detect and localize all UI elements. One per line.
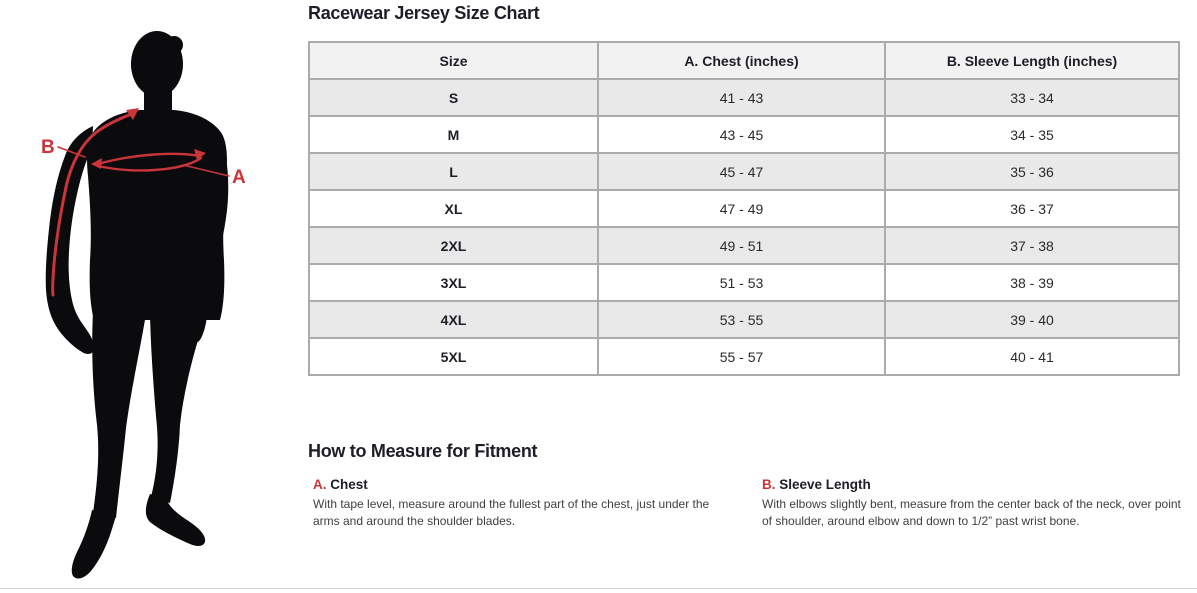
- chest-subheading: A. Chest: [313, 477, 735, 492]
- table-header-row: Size A. Chest (inches) B. Sleeve Length …: [308, 41, 1180, 80]
- measure-section-chest: A. Chest With tape level, measure around…: [313, 477, 735, 531]
- chest-key-letter: A.: [313, 477, 327, 492]
- sleeve-arrowhead: [126, 108, 139, 120]
- size-value: 4XL: [308, 300, 599, 339]
- sleeve-subheading-text: Sleeve Length: [779, 477, 871, 492]
- size-value: 3XL: [308, 263, 599, 302]
- sleeve-value: 34 - 35: [884, 115, 1180, 154]
- measure-section-sleeve: B. Sleeve Length With elbows slightly be…: [762, 477, 1184, 531]
- table-row: 3XL 51 - 53 38 - 39: [308, 263, 1180, 302]
- size-chart-table: Size A. Chest (inches) B. Sleeve Length …: [308, 41, 1180, 376]
- chest-measure-line-top: [96, 152, 202, 166]
- page-title: Racewear Jersey Size Chart: [308, 3, 540, 23]
- chest-arrowhead-right: [194, 149, 206, 160]
- left-arm-shape: [45, 126, 95, 354]
- hair-shape: [165, 36, 183, 54]
- sleeve-description: With elbows slightly bent, measure from …: [762, 497, 1181, 529]
- chest-arrowhead-left: [91, 158, 102, 169]
- chest-value: 51 - 53: [597, 263, 886, 302]
- chest-value: 41 - 43: [597, 78, 886, 117]
- right-foot-shape: [145, 494, 206, 547]
- measurement-lines: [51, 111, 230, 297]
- measurement-figure: B A: [0, 0, 300, 593]
- chest-value: 55 - 57: [597, 337, 886, 376]
- table-row: XL 47 - 49 36 - 37: [308, 189, 1180, 228]
- left-foot-shape: [71, 510, 116, 579]
- table-row: 4XL 53 - 55 39 - 40: [308, 300, 1180, 339]
- sleeve-value: 40 - 41: [884, 337, 1180, 376]
- chest-value: 43 - 45: [597, 115, 886, 154]
- size-value: S: [308, 78, 599, 117]
- table-row: S 41 - 43 33 - 34: [308, 78, 1180, 117]
- measurement-labels: B A: [41, 108, 246, 188]
- right-leg-shape: [150, 316, 205, 503]
- size-value: 5XL: [308, 337, 599, 376]
- sleeve-value: 33 - 34: [884, 78, 1180, 117]
- male-silhouette-diagram: B A: [41, 31, 246, 579]
- sleeve-value: 37 - 38: [884, 226, 1180, 265]
- bottom-divider: [0, 588, 1197, 589]
- sleeve-key-letter: B.: [762, 477, 776, 492]
- left-leg-shape: [92, 312, 146, 518]
- chest-label-a: A: [232, 167, 246, 188]
- table-row: 5XL 55 - 57 40 - 41: [308, 337, 1180, 376]
- right-arm-shape: [172, 122, 229, 344]
- sleeve-value: 35 - 36: [884, 152, 1180, 191]
- chest-value: 47 - 49: [597, 189, 886, 228]
- table-row: 2XL 49 - 51 37 - 38: [308, 226, 1180, 265]
- table-row: L 45 - 47 35 - 36: [308, 152, 1180, 191]
- chest-subheading-text: Chest: [330, 477, 368, 492]
- size-value: M: [308, 115, 599, 154]
- size-value: XL: [308, 189, 599, 228]
- chest-value: 45 - 47: [597, 152, 886, 191]
- column-header-chest: A. Chest (inches): [597, 41, 886, 80]
- label-b-pointer-line: [57, 146, 86, 158]
- sleeve-value: 38 - 39: [884, 263, 1180, 302]
- chest-value: 49 - 51: [597, 226, 886, 265]
- sleeve-value: 36 - 37: [884, 189, 1180, 228]
- chest-description: With tape level, measure around the full…: [313, 497, 710, 529]
- sleeve-label-b: B: [41, 137, 55, 158]
- column-header-size: Size: [308, 41, 599, 80]
- size-value: L: [308, 152, 599, 191]
- column-header-sleeve: B. Sleeve Length (inches): [884, 41, 1180, 80]
- measure-guide-heading: How to Measure for Fitment: [308, 441, 538, 461]
- label-a-pointer-line: [182, 164, 230, 177]
- table-row: M 43 - 45 34 - 35: [308, 115, 1180, 154]
- sleeve-measure-line: [51, 111, 136, 297]
- sleeve-value: 39 - 40: [884, 300, 1180, 339]
- chest-measure-line-bottom: [96, 156, 203, 172]
- chest-value: 53 - 55: [597, 300, 886, 339]
- body-silhouette: [45, 31, 229, 579]
- sleeve-subheading: B. Sleeve Length: [762, 477, 1184, 492]
- size-value: 2XL: [308, 226, 599, 265]
